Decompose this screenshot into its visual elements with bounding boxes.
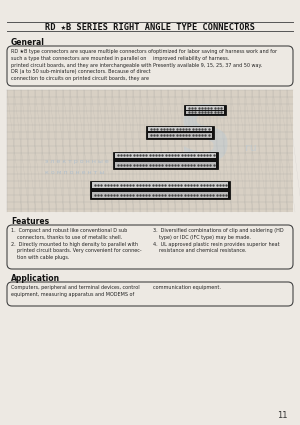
Text: optimized for labor saving of harness work and for
improved reliability of harne: optimized for labor saving of harness wo… [153,49,277,68]
Bar [148,133,212,138]
Bar [186,110,224,114]
Text: Features: Features [11,217,49,226]
Bar [92,192,228,198]
Text: э л е к т р о н н ы е: э л е к т р о н н ы е [45,159,109,164]
Bar [148,127,212,131]
Bar [112,151,218,168]
Text: General: General [11,38,45,47]
Text: RD ★B SERIES RIGHT ANGLE TYPE CONNECTORS: RD ★B SERIES RIGHT ANGLE TYPE CONNECTORS [45,23,255,31]
Text: communication equipment.: communication equipment. [153,285,221,290]
Bar [186,106,224,110]
Bar [115,162,215,167]
Text: RD ★B type connectors are square multiple connectors of
such a type that connect: RD ★B type connectors are square multipl… [11,49,153,81]
Bar [115,153,215,159]
Text: Application: Application [11,274,60,283]
Text: 11: 11 [278,411,288,420]
Text: к о м п о н е н т ы: к о м п о н е н т ы [45,170,104,175]
Bar [184,105,226,115]
Bar [90,181,230,199]
Bar [7,90,293,212]
Text: ru: ru [245,143,257,153]
Bar [92,182,228,188]
Text: 1.  Compact and robust like conventional D sub
    connectors, thanks to use of : 1. Compact and robust like conventional … [11,228,142,260]
Text: Computers, peripheral and terminal devices, control
equipment, measuring apparat: Computers, peripheral and terminal devic… [11,285,140,297]
Text: S: S [177,103,232,177]
Text: 3.  Diversified combinations of clip and soldering (HD
    type) or IDC (IFC typ: 3. Diversified combinations of clip and … [153,228,284,253]
Bar [146,125,214,139]
